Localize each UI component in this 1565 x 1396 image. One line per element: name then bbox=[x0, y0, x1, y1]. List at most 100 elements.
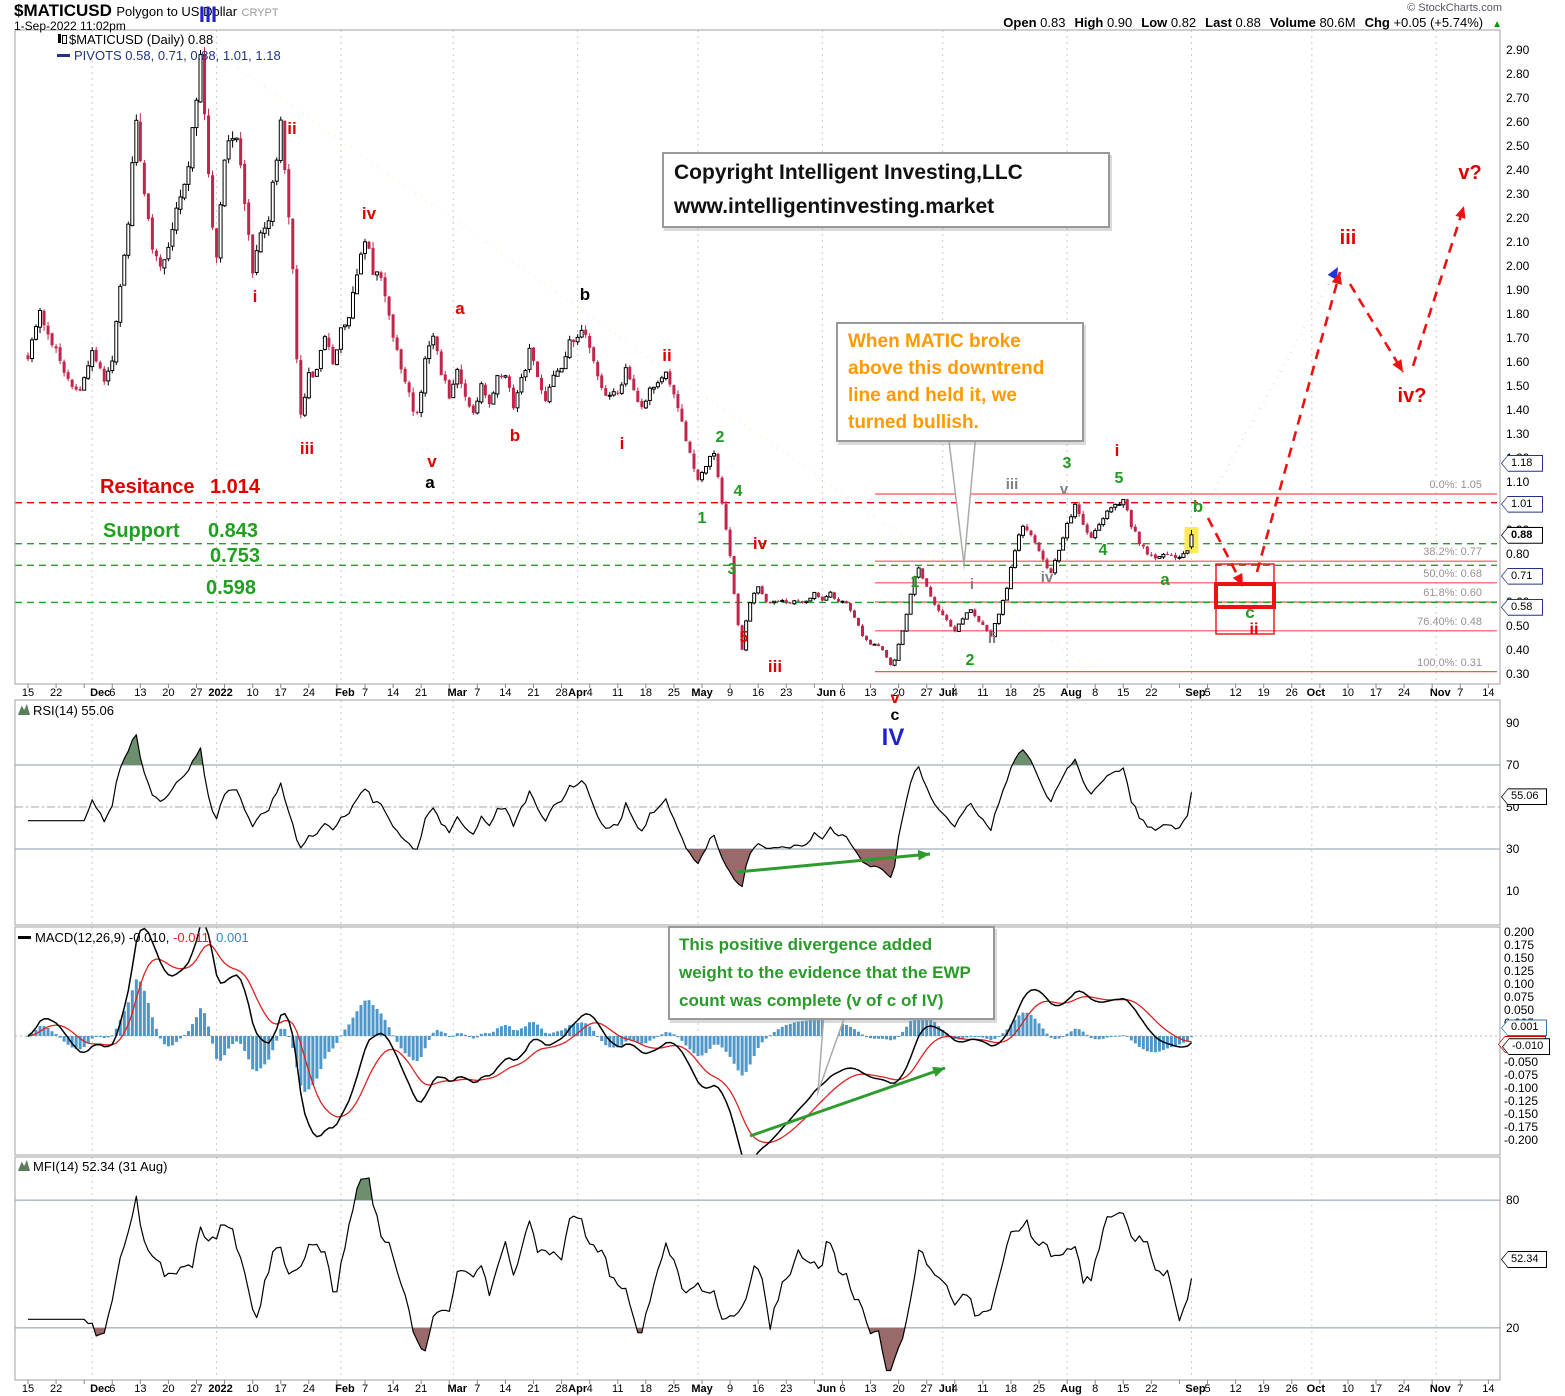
resistance-label: Resitance bbox=[100, 476, 195, 498]
date-axis-label: 13 bbox=[134, 687, 147, 699]
date-axis-label: Aug bbox=[1060, 687, 1082, 699]
date-axis-label: Sep bbox=[1185, 687, 1206, 699]
wave-label-ii: ii bbox=[662, 346, 672, 365]
quote-summary: Open 0.83 High 0.90 Low 0.82 Last 0.88 Volum… bbox=[1003, 15, 1502, 30]
date-axis-label: 12 bbox=[1229, 687, 1242, 699]
macd-axis-tick: -0.100 bbox=[1504, 1081, 1539, 1096]
wave-label-iv: iv bbox=[1040, 569, 1054, 586]
wave-label-IV: IV bbox=[881, 724, 905, 751]
price-axis-tick: 1.80 bbox=[1506, 307, 1530, 321]
date-axis-label: 18 bbox=[1004, 1383, 1018, 1395]
date-axis-label: 24 bbox=[302, 1383, 315, 1395]
date-axis-label: 6 bbox=[109, 1383, 116, 1395]
date-axis-label: 24 bbox=[1397, 1383, 1411, 1395]
date-axis-label: 14 bbox=[1482, 687, 1495, 699]
date-axis-label: 10 bbox=[246, 1383, 259, 1395]
wave-label-iv: iv? bbox=[1397, 385, 1427, 407]
date-axis-label: 6 bbox=[109, 687, 116, 699]
price-axis-tick: 2.50 bbox=[1506, 139, 1530, 153]
date-axis-label: Sep bbox=[1185, 1383, 1206, 1395]
date-axis-label: 17 bbox=[274, 687, 287, 699]
wave-label-ii: ii bbox=[987, 630, 997, 647]
macd-axis-tick: -0.200 bbox=[1504, 1133, 1539, 1148]
price-axis-tick: 2.30 bbox=[1506, 187, 1530, 201]
date-axis-label: 7 bbox=[361, 1383, 369, 1395]
date-axis-label: 24 bbox=[302, 687, 315, 699]
date-axis-label: 14 bbox=[499, 687, 512, 699]
wave-label-3: 3 bbox=[727, 561, 737, 578]
copyright-note: Copyright Intelligent Investing,LLC www.… bbox=[662, 152, 1110, 228]
date-axis-label: 25 bbox=[1032, 687, 1046, 699]
quote-high: High 0.90 bbox=[1074, 15, 1133, 30]
date-axis-label: 15 bbox=[21, 1383, 35, 1395]
date-axis-label: Mar bbox=[447, 1383, 468, 1395]
macd-axis-tick: 0.050 bbox=[1504, 1002, 1535, 1017]
date-axis-label: 4 bbox=[586, 1383, 593, 1395]
date-axis-label: 4 bbox=[951, 1383, 958, 1395]
date-axis-label: 2022 bbox=[208, 1383, 233, 1395]
wave-label-v: v? bbox=[1458, 162, 1482, 184]
date-axis-label: 10 bbox=[1341, 687, 1355, 699]
macd-axis-tick: -0.175 bbox=[1504, 1120, 1539, 1135]
date-axis-label: 20 bbox=[892, 687, 905, 699]
fib-level-label: 76.40%: 0.48 bbox=[1417, 615, 1482, 628]
date-axis-label: 18 bbox=[639, 1383, 652, 1395]
date-axis-label: Jun bbox=[816, 687, 837, 699]
date-axis-label: 10 bbox=[1341, 1383, 1355, 1395]
macd-hist-value: 0.001 bbox=[216, 930, 249, 945]
wave-label-b: b bbox=[579, 285, 591, 304]
wave-label-3: 3 bbox=[1062, 455, 1072, 472]
quote-open: Open 0.83 bbox=[1003, 15, 1066, 30]
wave-label-2: 2 bbox=[715, 429, 725, 446]
axis-badge: -0.010 bbox=[1502, 1038, 1550, 1056]
symbol-description: Polygon to US Dollar bbox=[116, 4, 238, 19]
price-axis-tick: 2.40 bbox=[1506, 163, 1530, 177]
date-axis-label: 14 bbox=[386, 687, 400, 699]
date-axis-label: 5 bbox=[1204, 687, 1211, 699]
chart-header: $MATICUSD Polygon to US Dollar CRYPT bbox=[14, 1, 279, 21]
date-axis-label: 18 bbox=[639, 687, 652, 699]
date-axis-label: 9 bbox=[727, 687, 734, 699]
wave-label-b: b bbox=[1192, 497, 1204, 516]
macd-axis-tick: 0.075 bbox=[1504, 989, 1535, 1004]
price-axis-tick: 0.30 bbox=[1506, 667, 1530, 681]
date-axis-label: 20 bbox=[162, 1383, 175, 1395]
change-up-icon: ▲ bbox=[1492, 19, 1502, 30]
date-axis-label: Oct bbox=[1306, 1383, 1326, 1395]
price-axis-tick: 2.80 bbox=[1506, 67, 1530, 81]
date-axis-label: 6 bbox=[839, 1383, 846, 1395]
axis-badge: 1.01 bbox=[1501, 495, 1543, 513]
resistance-value: 1.014 bbox=[210, 476, 261, 498]
date-axis-label: 11 bbox=[977, 687, 989, 699]
wave-label-ii: ii bbox=[287, 119, 297, 138]
wave-label-iv: iv bbox=[752, 534, 768, 553]
mfi-axis-tick: 20 bbox=[1506, 1320, 1520, 1335]
rsi-axis-tick: 90 bbox=[1506, 716, 1520, 730]
wave-label-1: 1 bbox=[910, 574, 920, 591]
date-axis-label: 25 bbox=[667, 1383, 681, 1395]
wave-label-i: i bbox=[252, 287, 258, 306]
date-axis-label: 21 bbox=[527, 687, 540, 699]
quote-low: Low 0.82 bbox=[1141, 15, 1197, 30]
date-axis-label: 7 bbox=[361, 687, 369, 699]
macd-axis-tick: -0.125 bbox=[1504, 1094, 1539, 1109]
macd-axis-tick: -0.075 bbox=[1504, 1068, 1539, 1083]
quote-volume: Volume 80.6M bbox=[1269, 15, 1356, 30]
candlestick-icon bbox=[57, 33, 67, 44]
date-axis-label: Dec bbox=[90, 1383, 111, 1395]
date-axis-label: 18 bbox=[1004, 687, 1018, 699]
date-axis-label: 25 bbox=[1032, 1383, 1046, 1395]
date-axis-label: May bbox=[691, 687, 713, 699]
wave-label-a: a bbox=[1160, 570, 1170, 589]
wave-label-iii: iii bbox=[299, 439, 315, 458]
wave-label-iii: iii bbox=[1339, 227, 1357, 249]
mfi-icon bbox=[18, 1160, 30, 1171]
trendline-note: When MATIC broke above this downtrend li… bbox=[836, 322, 1084, 442]
price-axis-tick: 1.10 bbox=[1506, 475, 1530, 489]
date-axis-label: 8 bbox=[1092, 1383, 1099, 1395]
wave-label-ii: ii bbox=[1249, 621, 1259, 638]
price-axis-tick: 2.90 bbox=[1506, 43, 1530, 57]
wave-label-5: 5 bbox=[739, 629, 749, 646]
rsi-axis-tick: 10 bbox=[1506, 884, 1520, 898]
axis-badge: 0.88 bbox=[1501, 526, 1543, 544]
